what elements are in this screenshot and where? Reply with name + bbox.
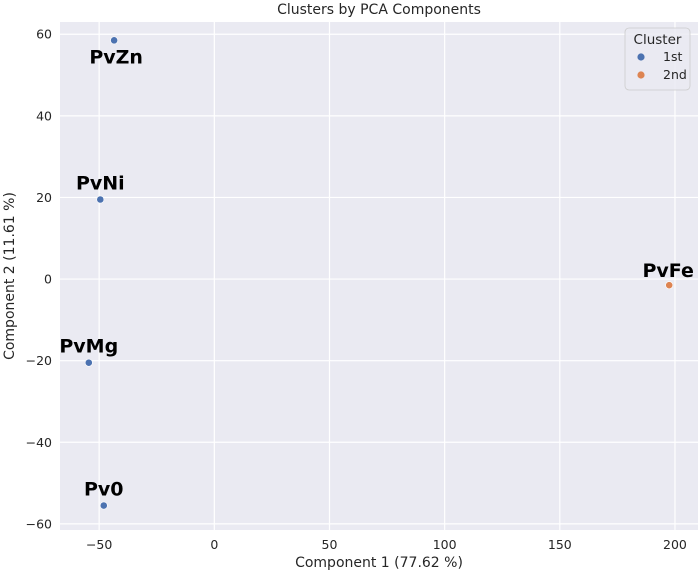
point-label-pvzn: PvZn: [89, 46, 143, 68]
point-label-pvni: PvNi: [76, 172, 125, 194]
y-tick-label: −40: [26, 435, 52, 450]
x-axis-label: Component 1 (77.62 %): [295, 555, 463, 571]
y-tick-label: 60: [36, 27, 52, 42]
legend-label-1st: 1st: [663, 49, 682, 64]
legend-label-2nd: 2nd: [663, 67, 687, 82]
point-label-pv0: Pv0: [84, 479, 124, 501]
data-point-pvfe: [665, 281, 674, 290]
data-point-pvzn: [110, 36, 119, 45]
y-tick-label: −60: [26, 516, 52, 531]
x-tick-label: 0: [210, 537, 218, 552]
x-tick-label: 100: [433, 537, 457, 552]
point-label-pvfe: PvFe: [643, 260, 694, 282]
x-tick-label: 200: [663, 537, 687, 552]
data-point-pv0: [99, 501, 108, 510]
data-points: PvZn PvNi PvMg Pv0 PvFe: [59, 36, 694, 510]
legend-marker-2nd: [637, 71, 645, 79]
x-tick-label: 150: [548, 537, 572, 552]
y-tick-label: 40: [36, 108, 52, 123]
grid-lines: [60, 22, 698, 530]
point-label-pvmg: PvMg: [59, 336, 118, 358]
chart-title: Clusters by PCA Components: [277, 2, 481, 18]
legend-title: Cluster: [634, 32, 682, 48]
x-axis-ticks: −50 0 50 100 150 200: [86, 537, 687, 552]
y-axis-label: Component 2 (11.61 %): [2, 192, 18, 360]
y-tick-label: 0: [44, 272, 52, 287]
plot-area: [60, 22, 698, 530]
data-point-pvni: [96, 195, 105, 204]
x-tick-label: −50: [86, 537, 112, 552]
legend-marker-1st: [637, 53, 645, 61]
y-tick-label: 20: [36, 190, 52, 205]
x-tick-label: 50: [322, 537, 338, 552]
y-axis-ticks: −60 −40 −20 0 20 40 60: [26, 27, 52, 532]
data-point-pvmg: [84, 358, 93, 367]
y-tick-label: −20: [26, 353, 52, 368]
